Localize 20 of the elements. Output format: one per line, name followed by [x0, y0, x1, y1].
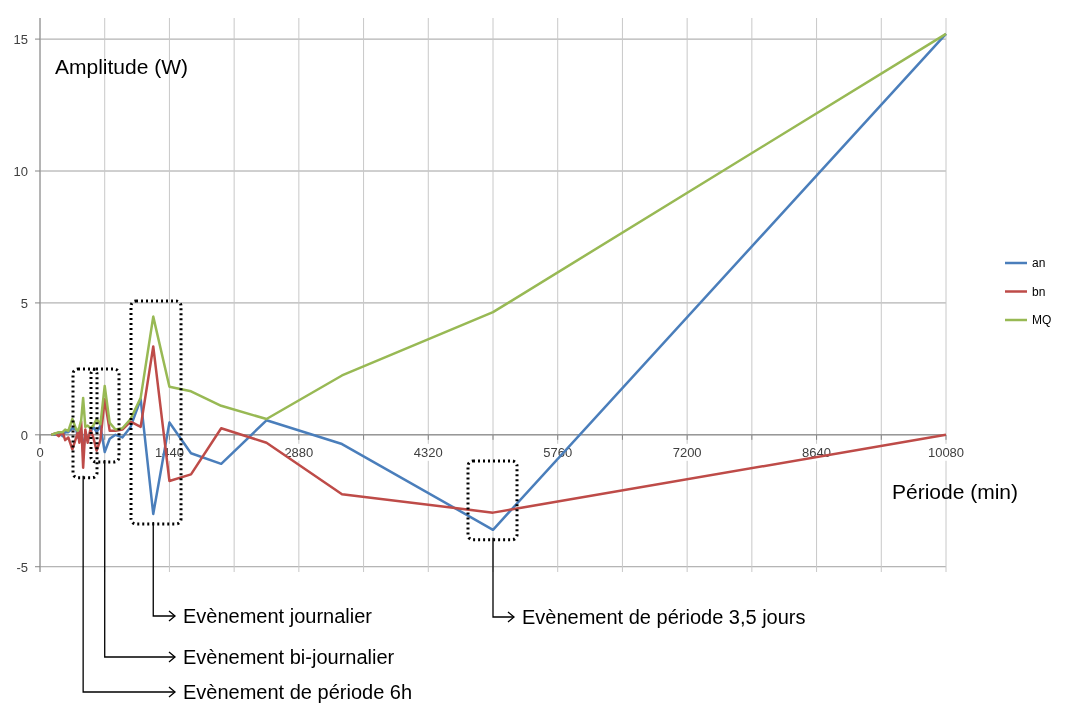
x-tick-label: 2880	[284, 444, 314, 460]
x-tick-label: 10080	[927, 444, 965, 460]
y-tick-label: 5	[20, 295, 28, 311]
annotation: Evènement journalier	[183, 605, 373, 627]
x-tick-label: 4320	[413, 444, 443, 460]
annotation: Evènement bi-journalier	[183, 646, 395, 668]
x-tick-label: 7200	[672, 444, 702, 460]
legend-label: an	[1032, 256, 1046, 270]
y-tick-label: 10	[13, 164, 28, 180]
text: Amplitude (W)	[55, 55, 189, 78]
y-tick-label: 15	[13, 32, 28, 48]
annotation: Evènement de période 6h	[183, 681, 413, 703]
y-tick-label: -5	[16, 559, 28, 575]
y-tick-label: 0	[20, 427, 28, 443]
legend-label: MQ	[1032, 313, 1052, 327]
line-series	[50, 32, 948, 437]
annotation: Evènement de période 3,5 jours	[522, 606, 806, 628]
legend-label: bn	[1032, 284, 1046, 299]
x-axis-title: Période (min)	[891, 480, 1018, 503]
x-tick-label: 0	[36, 444, 44, 460]
